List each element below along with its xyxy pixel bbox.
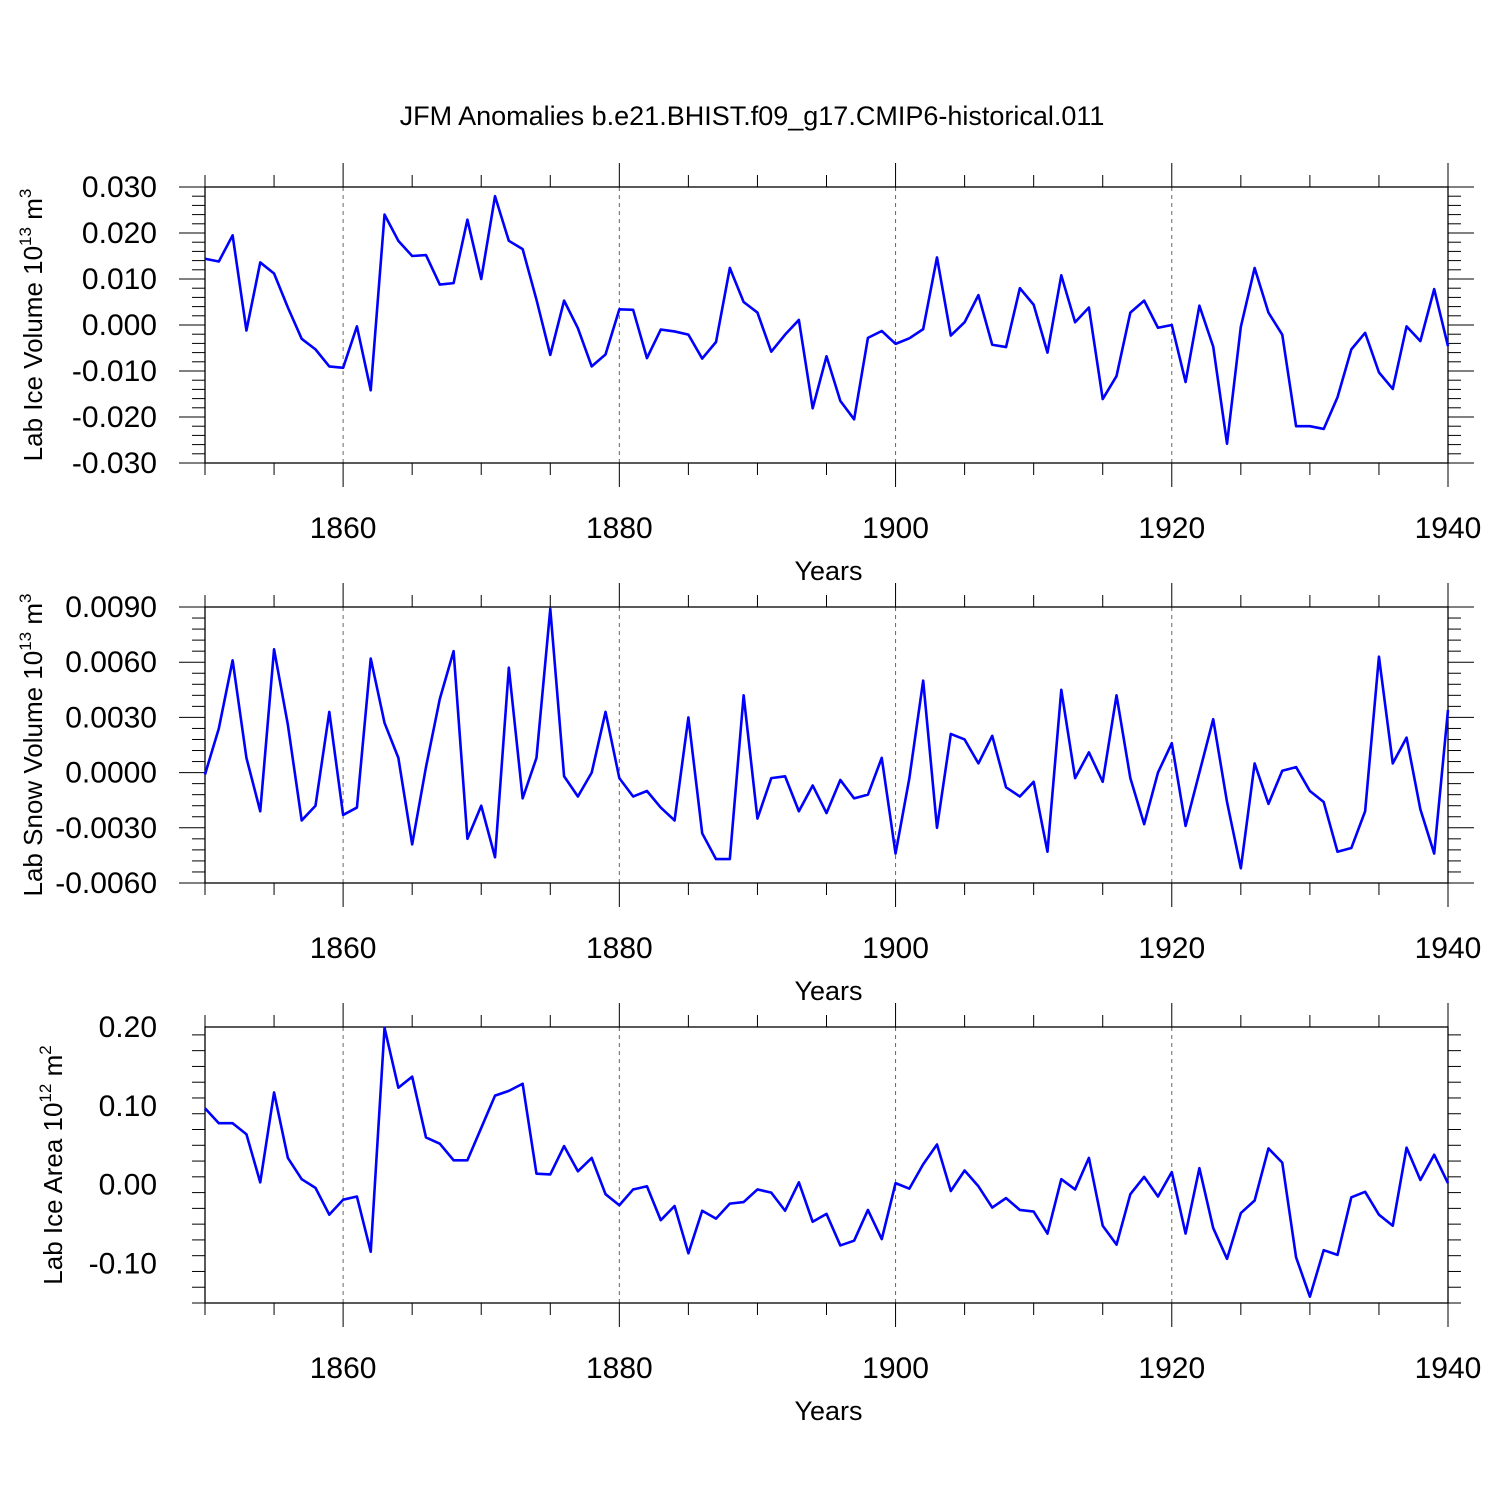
x-tick-label: 1940 xyxy=(1415,1352,1482,1385)
y-tick-label: -0.10 xyxy=(89,1248,157,1281)
y-axis-label: Lab Ice Area 1012 m2 xyxy=(36,1045,68,1284)
x-tick-label: 1920 xyxy=(1138,512,1205,545)
x-tick-label: 1940 xyxy=(1415,512,1482,545)
x-tick-label: 1860 xyxy=(310,512,377,545)
y-tick-label: -0.030 xyxy=(72,447,157,480)
y-tick-label: 0.000 xyxy=(82,309,157,342)
x-tick-label: 1920 xyxy=(1138,1352,1205,1385)
y-tick-label: 0.00 xyxy=(99,1169,157,1202)
y-tick-label: -0.0060 xyxy=(55,867,157,900)
x-axis-label: Years xyxy=(794,1396,862,1426)
y-tick-label: 0.0090 xyxy=(65,591,157,624)
panel-ice-volume: -0.030 -0.020 -0.010 0.000 0.010 0.020 0.030 18… xyxy=(16,163,1481,586)
y-axis-label: Lab Snow Volume 1013 m3 xyxy=(16,593,48,896)
panel-ice-area: -0.10 0.00 0.10 0.20 1860 1880 1900 1920 1940 Yea… xyxy=(36,1003,1481,1426)
plot-frame xyxy=(204,1026,1449,1304)
y-axis-label: Lab Ice Volume 1013 m3 xyxy=(16,189,48,462)
series-line-ice-volume xyxy=(204,194,1450,445)
x-tick-label: 1900 xyxy=(862,932,929,965)
x-tick-label: 1880 xyxy=(586,1352,653,1385)
x-tick-label: 1900 xyxy=(862,512,929,545)
x-tick-label: 1920 xyxy=(1138,932,1205,965)
x-tick-label: 1860 xyxy=(310,932,377,965)
y-tick-label: 0.010 xyxy=(82,263,157,296)
x-tick-label: 1900 xyxy=(862,1352,929,1385)
x-tick-label: 1880 xyxy=(586,932,653,965)
y-tick-label: 0.0060 xyxy=(65,646,157,679)
y-tick-label: -0.010 xyxy=(72,355,157,388)
y-tick-label: -0.020 xyxy=(72,401,157,434)
x-tick-label: 1940 xyxy=(1415,932,1482,965)
y-tick-label: 0.0000 xyxy=(65,757,157,790)
y-tick-label: -0.0030 xyxy=(55,812,157,845)
series-line-ice-area xyxy=(204,1026,1450,1298)
x-axis-label: Years xyxy=(794,976,862,1006)
y-tick-label: 0.0030 xyxy=(65,701,157,734)
series-line-snow-volume xyxy=(203,607,1450,870)
x-tick-label: 1880 xyxy=(586,512,653,545)
x-tick-label: 1860 xyxy=(310,1352,377,1385)
y-tick-label: 0.020 xyxy=(82,217,157,250)
figure-title: JFM Anomalies b.e21.BHIST.f09_g17.CMIP6-… xyxy=(400,101,1105,131)
y-tick-label: 0.20 xyxy=(99,1011,157,1044)
y-tick-label: 0.10 xyxy=(99,1090,157,1123)
plot-frame xyxy=(204,606,1449,884)
y-tick-label: 0.030 xyxy=(82,171,157,204)
panel-snow-volume: -0.0060 -0.0030 0.0000 0.0030 0.0060 0.0090 18… xyxy=(16,583,1481,1006)
x-axis-label: Years xyxy=(794,556,862,586)
